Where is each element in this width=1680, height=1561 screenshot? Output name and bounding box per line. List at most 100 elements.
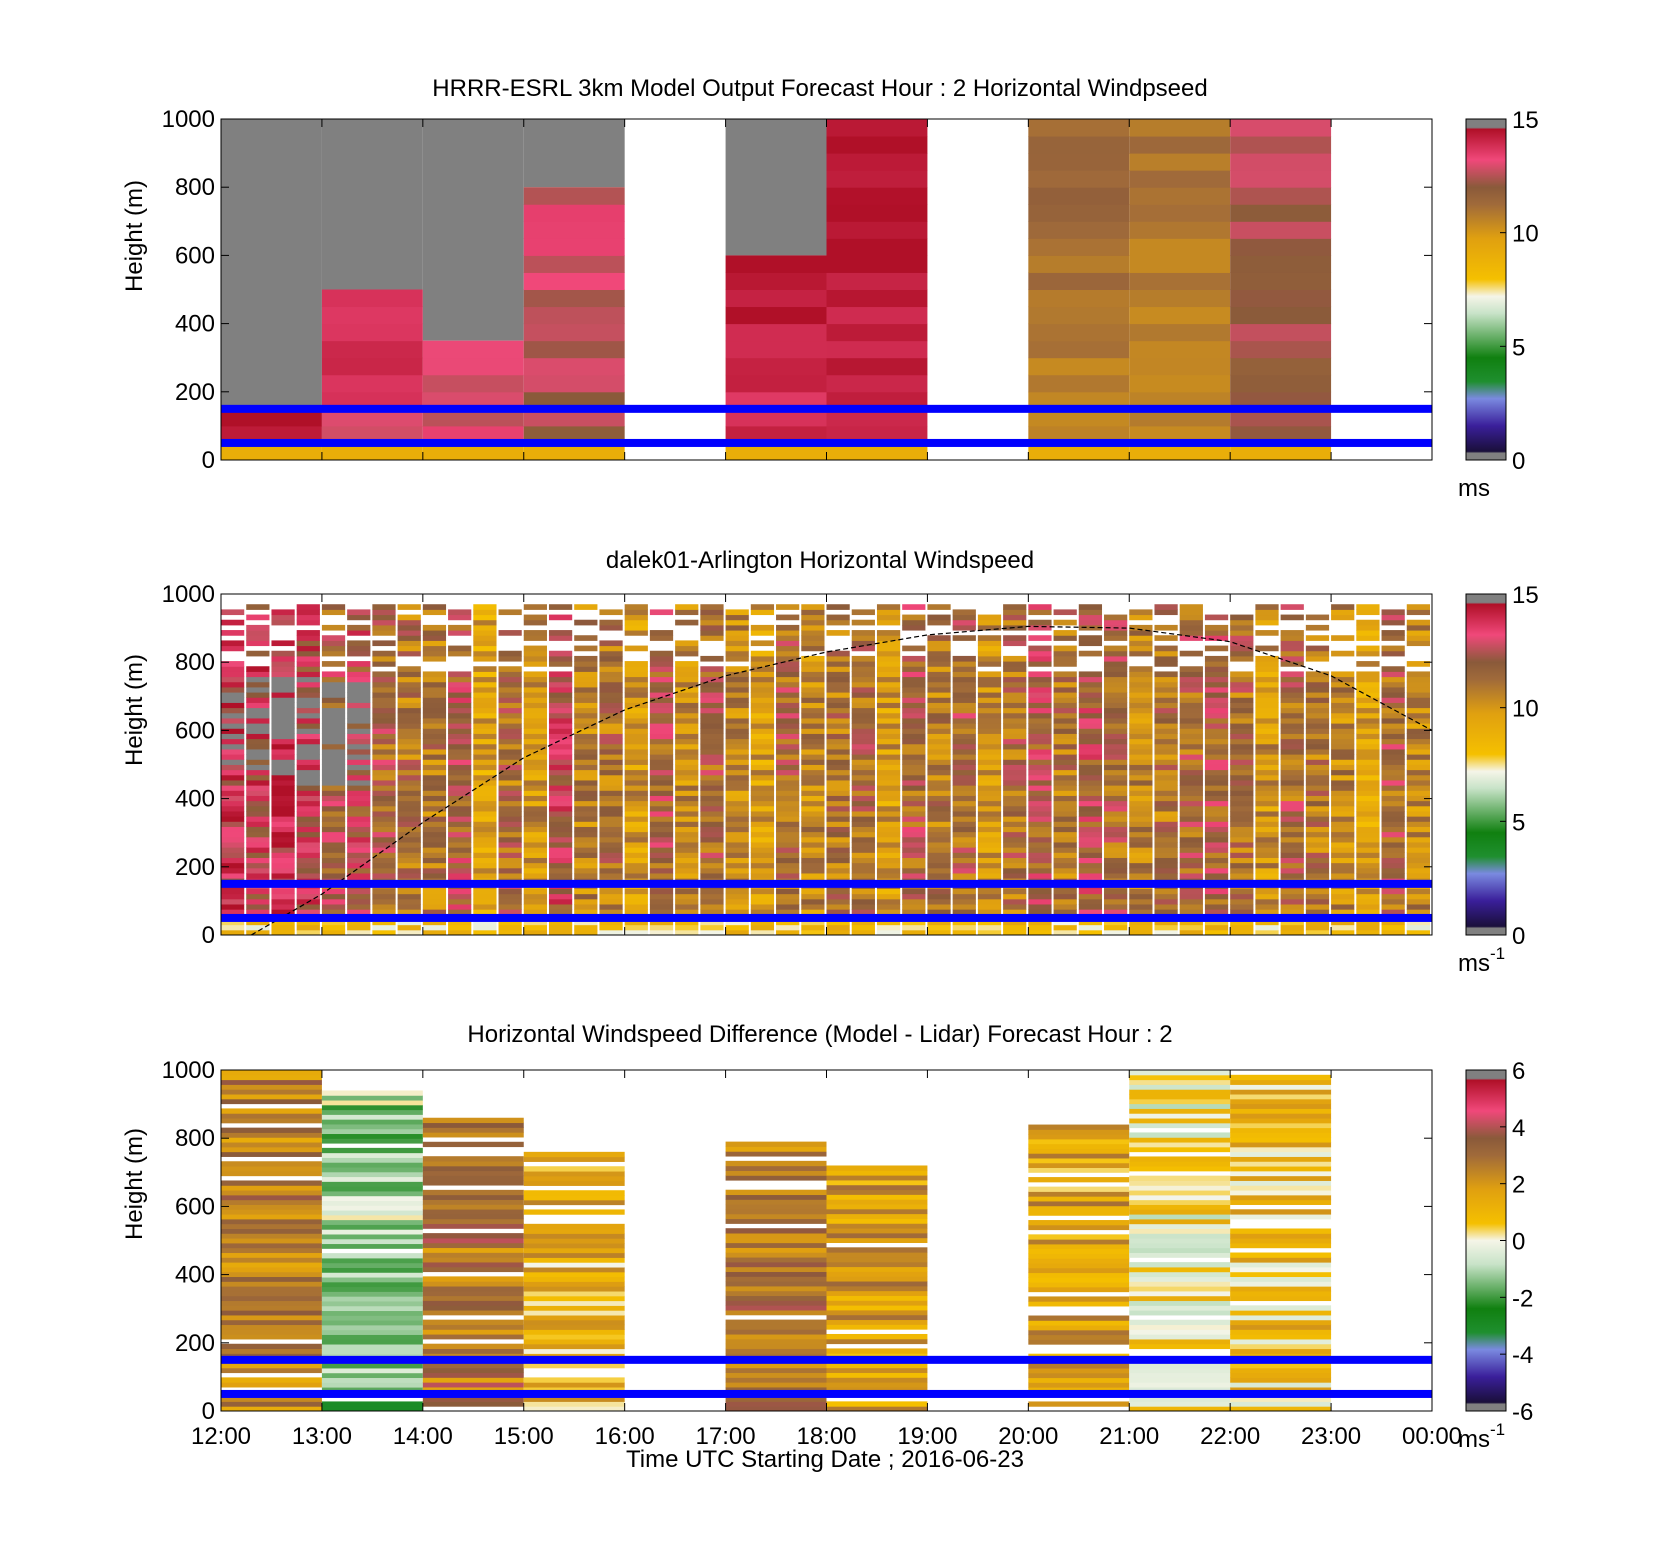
heatmap-cell xyxy=(725,1295,827,1301)
heatmap-cell xyxy=(1078,707,1103,714)
heatmap-cell xyxy=(1179,857,1203,864)
heatmap-cell xyxy=(1280,841,1304,848)
heatmap-cell xyxy=(1230,1199,1332,1205)
heatmap-cell xyxy=(1003,619,1027,626)
heatmap-cell xyxy=(372,738,396,745)
heatmap-cell xyxy=(1356,609,1380,616)
heatmap-cell xyxy=(422,645,447,652)
heatmap-cell xyxy=(1179,810,1203,817)
heatmap-cell xyxy=(599,847,623,853)
heatmap-cell xyxy=(221,1084,322,1090)
heatmap-cell xyxy=(347,707,371,714)
heatmap-cell xyxy=(1154,857,1178,864)
heatmap-cell xyxy=(725,790,749,796)
heatmap-cell xyxy=(448,645,472,652)
heatmap-cell xyxy=(498,785,522,791)
heatmap-cell xyxy=(448,779,472,786)
heatmap-cell xyxy=(675,692,699,698)
heatmap-cell xyxy=(1305,655,1330,662)
heatmap-cell xyxy=(1204,852,1229,858)
heatmap-cell xyxy=(548,748,573,755)
heatmap-cell xyxy=(776,661,800,667)
heatmap-cell xyxy=(372,785,396,791)
heatmap-cell xyxy=(826,1218,928,1224)
x-tick-label: 16:00 xyxy=(595,1423,655,1450)
heatmap-cell xyxy=(725,1300,827,1306)
heatmap-cell xyxy=(902,712,926,719)
heatmap-cell xyxy=(1331,800,1355,807)
heatmap-cell xyxy=(422,754,447,760)
heatmap-cell xyxy=(1204,867,1229,874)
heatmap-cell xyxy=(321,442,423,461)
heatmap-cell xyxy=(473,909,497,915)
heatmap-cell xyxy=(1028,1239,1130,1245)
heatmap-cell xyxy=(246,717,270,724)
heatmap-cell xyxy=(397,909,421,915)
heatmap-cell xyxy=(599,712,623,719)
heatmap-cell xyxy=(826,1285,928,1292)
heatmap-cell xyxy=(523,867,547,874)
heatmap-cell xyxy=(1230,779,1254,786)
heatmap-cell xyxy=(801,754,825,760)
heatmap-cell xyxy=(372,909,396,915)
heatmap-cell xyxy=(422,1343,524,1350)
heatmap-cell xyxy=(725,1406,827,1412)
heatmap-cell xyxy=(1154,764,1178,771)
heatmap-cell xyxy=(246,903,270,910)
heatmap-cell xyxy=(1331,816,1355,822)
heatmap-cell xyxy=(1255,836,1279,843)
heatmap-cell xyxy=(1129,1161,1231,1167)
heatmap-cell xyxy=(372,800,396,807)
heatmap-cell xyxy=(1053,748,1077,755)
heatmap-cell xyxy=(1129,1218,1231,1225)
heatmap-cell xyxy=(548,728,573,734)
heatmap-cell xyxy=(221,671,245,678)
heatmap-cell xyxy=(221,1180,322,1186)
heatmap-cell xyxy=(1305,738,1330,745)
heatmap-cell xyxy=(851,872,875,879)
heatmap-cell xyxy=(826,795,850,802)
heatmap-cell xyxy=(574,893,598,900)
heatmap-cell xyxy=(1154,779,1178,786)
heatmap-cell xyxy=(1028,836,1052,843)
heatmap-cell xyxy=(675,852,699,858)
heatmap-cell xyxy=(1230,306,1332,325)
heatmap-cell xyxy=(1179,666,1203,672)
heatmap-cell xyxy=(548,723,573,729)
heatmap-cell xyxy=(473,785,497,791)
heatmap-cell xyxy=(397,831,421,838)
heatmap-cell xyxy=(1356,723,1380,729)
heatmap-cell xyxy=(725,1199,827,1205)
heatmap-cell xyxy=(1204,779,1229,786)
heatmap-cell xyxy=(271,862,295,869)
heatmap-cell xyxy=(649,909,674,915)
heatmap-cell xyxy=(548,836,573,843)
heatmap-cell xyxy=(624,707,648,714)
heatmap-cell xyxy=(750,810,775,817)
heatmap-cell xyxy=(927,852,951,858)
heatmap-cell xyxy=(574,681,598,688)
heatmap-cell xyxy=(1230,1286,1332,1292)
heatmap-cell xyxy=(246,614,270,621)
heatmap-cell xyxy=(422,872,447,879)
heatmap-cell xyxy=(1356,800,1380,807)
heatmap-cell xyxy=(1230,867,1254,874)
heatmap-cell xyxy=(1028,707,1052,714)
heatmap-cell xyxy=(1305,836,1330,843)
heatmap-cell xyxy=(1179,785,1203,791)
heatmap-cell xyxy=(1028,847,1052,853)
heatmap-cell xyxy=(548,635,573,641)
heatmap-cell xyxy=(801,666,825,672)
heatmap-cell xyxy=(902,676,926,683)
heatmap-cell xyxy=(1230,893,1254,900)
heatmap-cell xyxy=(498,676,522,683)
heatmap-cell xyxy=(523,697,547,703)
heatmap-cell xyxy=(826,810,850,817)
heatmap-cell xyxy=(1255,723,1279,729)
heatmap-cell xyxy=(1331,712,1355,719)
heatmap-cell xyxy=(952,924,976,931)
heatmap-cell xyxy=(1305,645,1330,652)
heatmap-cell xyxy=(1280,805,1304,812)
heatmap-cell xyxy=(1129,847,1153,853)
heatmap-cell xyxy=(1331,717,1355,724)
